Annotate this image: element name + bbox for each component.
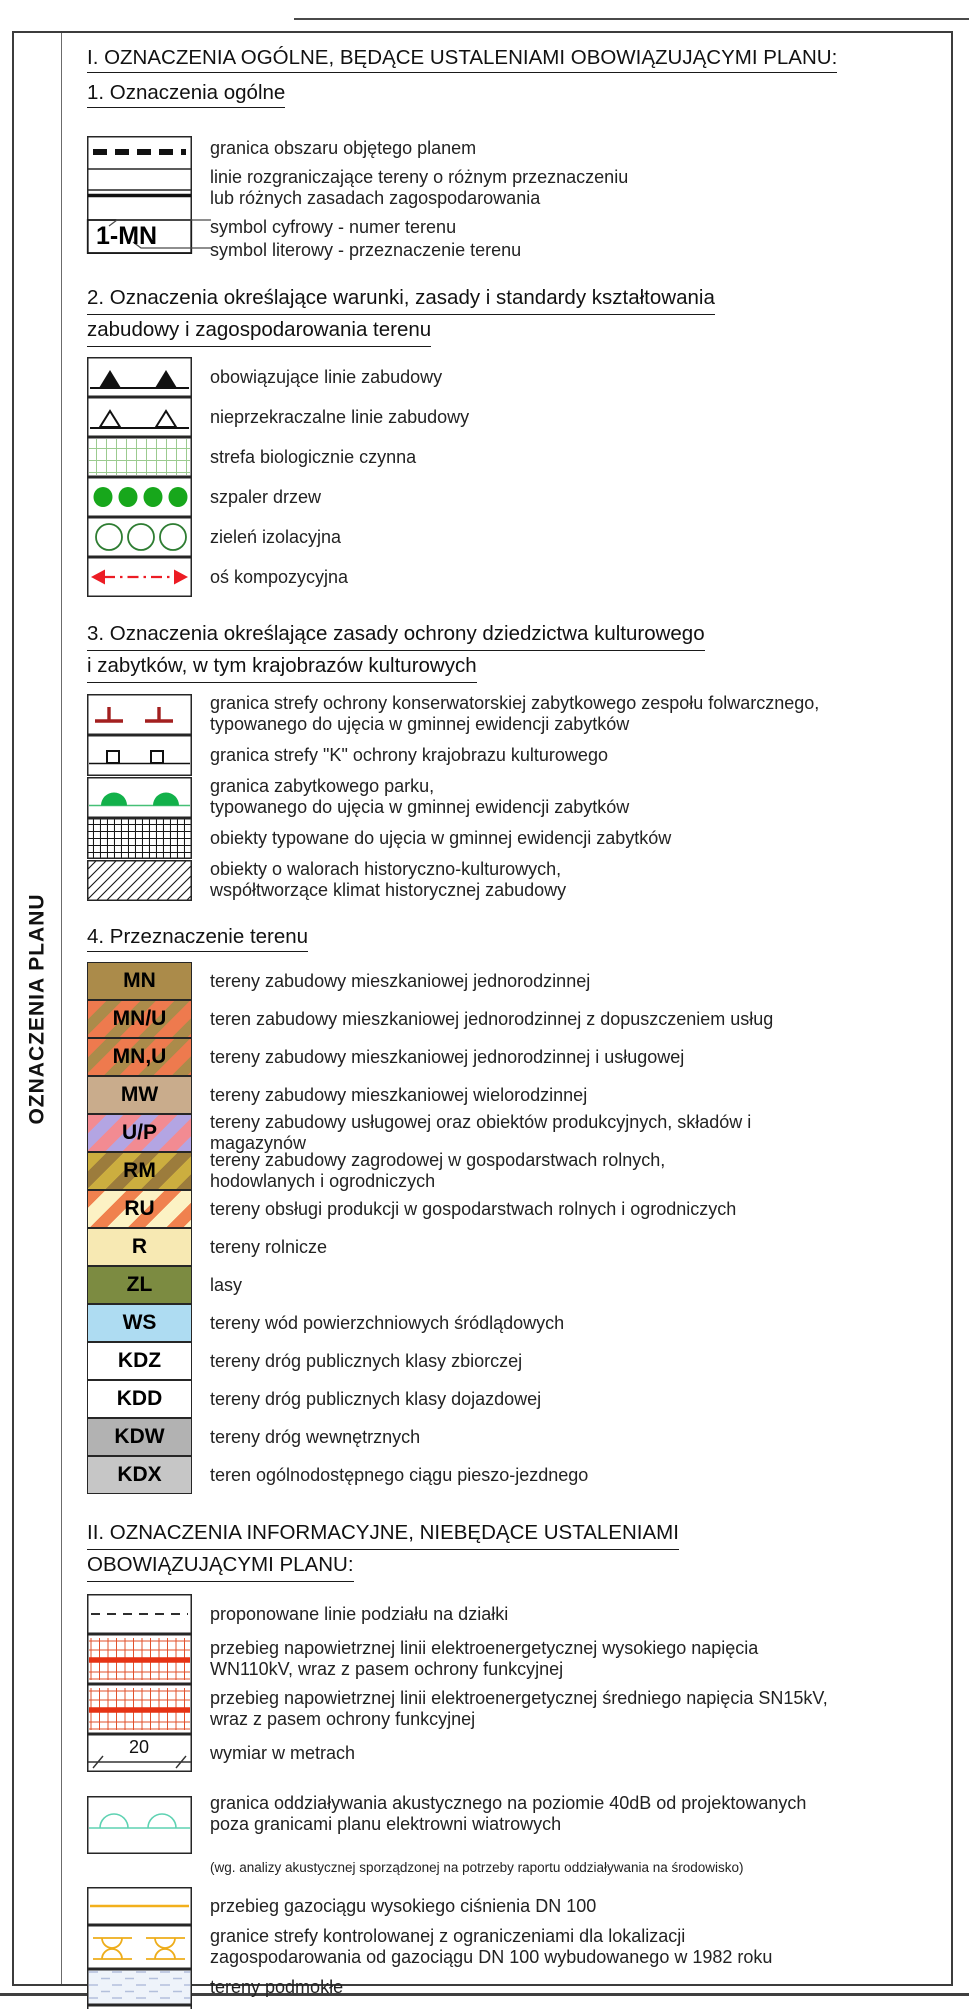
land-use-swatch: KDD [87,1380,192,1418]
section-4-heading: 4. Przeznaczenie terenu [87,925,953,952]
legend-item: granica siedliska przyrodniczego - niżow… [87,2005,953,2009]
zoning-lines-label: linie rozgraniczające tereny o różnym pr… [210,167,629,208]
section-3-heading: 3. Oznaczenia określające zasady ochrony… [87,619,953,683]
legend-item: szpaler drzew [87,477,953,517]
legend-content: I. OZNACZENIA OGÓLNE, BĘDĄCE USTALENIAMI… [86,40,953,2009]
area-code-text: 1-MN [96,222,157,250]
gas-pipeline-symbol [87,1887,192,1925]
legend-item: RM tereny zabudowy zagrodowej w gospodar… [87,1150,953,1191]
land-use-swatch: R [87,1228,192,1266]
section-1-heading: I. OZNACZENIA OGÓLNE, BĘDĄCE USTALENIAMI… [87,46,953,73]
legend-item: MW tereny zabudowy mieszkaniowej wieloro… [87,1076,953,1114]
legend-item: MN,U tereny zabudowy mieszkaniowej jedno… [87,1038,953,1076]
land-use-swatch: WS [87,1304,192,1342]
building-rules-group: obowiązujące linie zabudowy nieprzekracz… [87,357,953,597]
legend-frame: OZNACZENIA PLANU I. OZNACZENIA OGÓLNE, B… [12,31,953,2009]
land-use-swatch: ZL [87,1266,192,1304]
tree-row-symbol [87,477,192,517]
legend-item: MN/U teren zabudowy mieszkaniowej jednor… [87,1000,953,1038]
legend-item: KDZ tereny dróg publicznych klasy zbiorc… [87,1342,953,1380]
land-use-group: MN tereny zabudowy mieszkaniowej jednoro… [87,962,953,1494]
legend-item: zieleń izolacyjna [87,517,953,557]
land-use-swatch: U/P [87,1114,192,1152]
land-use-swatch: RM [87,1152,192,1190]
land-use-swatch: KDZ [87,1342,192,1380]
acoustic-label-block: granica oddziaływania akustycznego na po… [210,1793,807,1875]
legend-item: KDD tereny dróg publicznych klasy dojazd… [87,1380,953,1418]
land-use-swatch: MN [87,962,192,1000]
legend-item: U/P tereny zabudowy usługowej oraz obiek… [87,1112,953,1153]
max-building-line-symbol [87,397,192,437]
legend-item: granica strefy ochrony konserwatorskiej … [87,693,953,735]
general-symbols-group: 1-MN granica obszaru objętego planem lin… [86,136,953,261]
habitat-boundary-symbol [87,2005,192,2009]
legend-item: obowiązujące linie zabudowy [87,357,953,397]
mandatory-building-line-symbol [87,357,192,397]
bio-active-zone-symbol [87,437,192,477]
legend-item: granica zabytkowego parku, typowanego do… [87,776,953,818]
composition-axis-symbol [87,557,192,597]
heritage-group: granica strefy ochrony konserwatorskiej … [87,693,953,901]
plan-boundary-label: granica obszaru objętego planem [210,138,477,158]
historic-park-symbol [87,776,192,818]
land-use-swatch: MN,U [87,1038,192,1076]
legend-item: WS tereny wód powierzchniowych śródlądow… [87,1304,953,1342]
general-symbols-labels: granica obszaru objętego planem linie ro… [210,136,628,261]
legend-item: obiekty o walorach historyczno-kulturowy… [87,859,953,901]
legend-item: proponowane linie podziału na działki [87,1594,953,1634]
side-title: OZNACZENIA PLANU [25,892,49,1125]
map-frame-line-bottom [0,1993,969,1996]
acoustic-note: (wg. analizy akustycznej sporządzonej na… [210,1860,744,1875]
section-2-heading: 2. Oznaczenia określające warunki, zasad… [87,283,953,347]
legend-item: KDW tereny dróg wewnętrznych [87,1418,953,1456]
legend-item: R tereny rolnicze [87,1228,953,1266]
legend-item: RU tereny obsługi produkcji w gospodarst… [87,1190,953,1228]
legend-item: granice strefy kontrolowanej z ogranicze… [87,1925,953,1969]
map-frame-line-top [294,18,969,20]
side-title-column: OZNACZENIA PLANU [14,33,62,1984]
subsection-1-heading: 1. Oznaczenia ogólne [87,81,953,108]
land-use-swatch: RU [87,1190,192,1228]
digit-symbol-label: symbol cyfrowy - numer terenu [210,217,457,237]
info-symbols-group-a: proponowane linie podziału na działki pr… [87,1594,953,1877]
legend-item: przebieg gazociągu wysokiego ciśnienia D… [87,1887,953,1925]
legend-item: przebieg napowietrznej linii elektroener… [87,1634,953,1684]
dimension-value: 20 [129,1737,149,1757]
letter-symbol-label: symbol literowy - przeznaczenie terenu [210,240,522,260]
legend-item: tereny podmokłe [87,1969,953,2005]
historic-value-symbol [87,859,192,901]
gas-control-zone-symbol [87,1925,192,1969]
legend-item: nieprzekraczalne linie zabudowy [87,397,953,437]
dimension-symbol: 20 [87,1734,192,1772]
legend-item: KDX teren ogólnodostępnego ciągu pieszo-… [87,1456,953,1494]
hv-power-line-symbol [87,1634,192,1684]
conservation-zone-symbol [87,693,192,735]
legend-item: granica oddziaływania akustycznego na po… [87,1772,953,1877]
plot-division-symbol [87,1594,192,1634]
section-2-info-heading: II. OZNACZENIA INFORMACYJNE, NIEBĘDĄCE U… [87,1518,953,1582]
land-use-swatch: KDW [87,1418,192,1456]
legend-item: strefa biologicznie czynna [87,437,953,477]
legend-item: oś kompozycyjna [87,557,953,597]
land-use-swatch: MN/U [87,1000,192,1038]
legend-item: MN tereny zabudowy mieszkaniowej jednoro… [87,962,953,1000]
k-zone-symbol [87,735,192,776]
legend-item: 20 wymiar w metrach [87,1734,953,1772]
legend-item: ZL lasy [87,1266,953,1304]
legend-item: przebieg napowietrznej linii elektroener… [87,1684,953,1734]
isolation-greenery-symbol [87,517,192,557]
wetland-symbol [87,1969,192,2005]
legend-item: obiekty typowane do ujęcia w gminnej ewi… [87,818,953,859]
area-code-symbol: 1-MN [86,136,211,254]
info-symbols-group-b: przebieg gazociągu wysokiego ciśnienia D… [87,1887,953,2009]
acoustic-limit-symbol [87,1795,192,1854]
heritage-register-symbol [87,818,192,859]
legend-item: granica strefy "K" ochrony krajobrazu ku… [87,735,953,776]
mv-power-line-symbol [87,1684,192,1734]
land-use-swatch: KDX [87,1456,192,1494]
land-use-swatch: MW [87,1076,192,1114]
